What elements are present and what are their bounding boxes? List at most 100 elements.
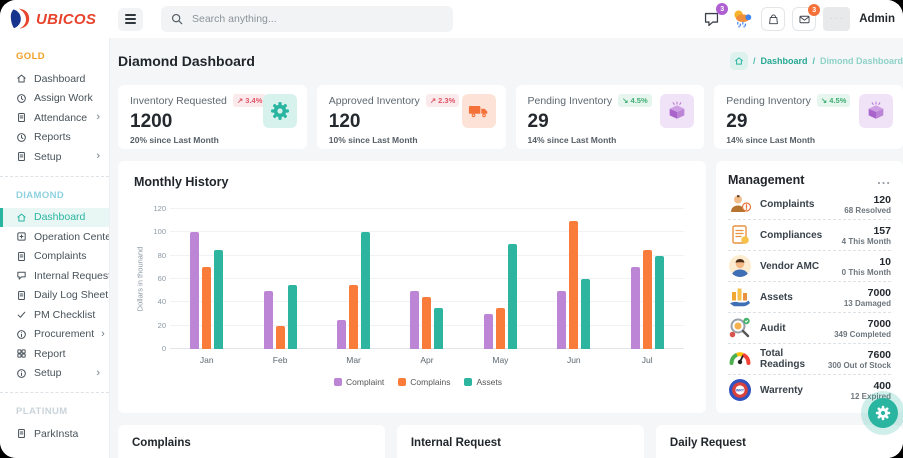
gear-icon	[263, 94, 297, 128]
y-tick-label: 20	[142, 321, 166, 330]
weather-icon[interactable]	[730, 7, 754, 31]
sidebar-item-report[interactable]: Report	[0, 344, 109, 364]
bar-complains-may[interactable]	[496, 308, 505, 349]
sidebar-item-dashboard[interactable]: Dashboard	[0, 208, 109, 228]
stat-change-badge: ↗ 2.3%	[426, 94, 459, 107]
logo[interactable]: UBICOS	[0, 7, 112, 31]
management-sublabel: 4 This Month	[842, 237, 891, 246]
legend-item-complaint[interactable]: Complaint	[334, 377, 384, 387]
sidebar-item-operation-center[interactable]: Operation Center	[0, 227, 109, 247]
bar-complains-jul[interactable]	[643, 250, 652, 349]
stat-card-approved-inventory: Approved Inventory↗ 2.3%12010% since Las…	[317, 85, 506, 149]
bar-complaint-mar[interactable]	[337, 320, 346, 349]
sidebar-item-label: Setup	[34, 151, 61, 163]
bar-complains-feb[interactable]	[276, 326, 285, 349]
bar-assets-jan[interactable]	[214, 250, 223, 349]
sidebar-item-daily-log-sheet[interactable]: Daily Log Sheet	[0, 286, 109, 306]
management-row-vendor-amc[interactable]: Vendor AMC100 This Month	[728, 251, 891, 282]
bar-assets-mar[interactable]	[361, 232, 370, 349]
management-row-complaints[interactable]: Complaints12068 Resolved	[728, 189, 891, 220]
search-bar[interactable]	[161, 6, 453, 32]
breadcrumb-home-icon[interactable]	[730, 52, 748, 70]
x-axis-label: Jun	[537, 355, 610, 365]
bar-assets-jul[interactable]	[655, 256, 664, 349]
sidebar-item-label: Reports	[34, 131, 71, 143]
bar-assets-feb[interactable]	[288, 285, 297, 349]
management-menu-button[interactable]: ...	[877, 176, 891, 184]
legend-label: Assets	[476, 377, 502, 387]
chevron-right-icon: ›	[96, 368, 100, 379]
stat-title: Pending Inventory	[726, 95, 811, 107]
stat-title: Inventory Requested	[130, 95, 227, 107]
legend-swatch	[398, 378, 406, 386]
bar-complaint-jan[interactable]	[190, 232, 199, 349]
y-tick-label: 100	[142, 227, 166, 236]
sidebar-item-parkinsta[interactable]: ParkInsta	[0, 424, 109, 444]
sidebar-item-assign-work[interactable]: Assign Work	[0, 89, 109, 109]
stat-subtitle: 20% since Last Month	[130, 135, 295, 145]
legend-item-assets[interactable]: Assets	[464, 377, 502, 387]
legend-swatch	[334, 378, 342, 386]
bar-assets-may[interactable]	[508, 244, 517, 349]
bar-assets-apr[interactable]	[434, 308, 443, 349]
management-value: 10	[842, 256, 891, 268]
bar-group-feb	[243, 209, 316, 349]
bar-group-jan	[170, 209, 243, 349]
audit-icon	[728, 316, 752, 340]
management-value: 7600	[828, 349, 891, 361]
management-label: Warrenty	[760, 385, 851, 396]
chart-plot-area: 020406080100120	[170, 209, 684, 349]
logo-text: UBICOS	[36, 11, 96, 28]
avatar[interactable]: · · ·	[823, 7, 850, 31]
gauge-icon	[728, 347, 752, 371]
bar-group-mar	[317, 209, 390, 349]
sidebar-item-complaints[interactable]: Complaints	[0, 247, 109, 267]
management-row-assets[interactable]: Assets700013 Damaged	[728, 282, 891, 313]
management-header: Management ...	[728, 173, 891, 187]
menu-toggle-button[interactable]	[118, 8, 143, 31]
header-actions: 3 3	[699, 7, 903, 31]
bar-complains-jan[interactable]	[202, 267, 211, 349]
sidebar-item-internal-request[interactable]: Internal Request	[0, 266, 109, 286]
breadcrumb-current[interactable]: Dimond Dashboard	[820, 56, 903, 66]
sidebar-item-pm-checklist[interactable]: PM Checklist	[0, 305, 109, 325]
bar-assets-jun[interactable]	[581, 279, 590, 349]
chevron-right-icon: ›	[96, 151, 100, 162]
bottom-card-daily-request[interactable]: Daily Request	[656, 425, 903, 458]
bar-complaint-feb[interactable]	[264, 291, 273, 349]
management-row-total-readings[interactable]: Total Readings7600300 Out of Stock	[728, 344, 891, 375]
management-row-audit[interactable]: Audit7000349 Completed	[728, 313, 891, 344]
chat-icon-button[interactable]: 3	[699, 7, 723, 31]
stat-subtitle: 14% since Last Month	[528, 135, 693, 145]
sidebar-item-setup[interactable]: Setup ›	[0, 147, 109, 167]
search-input[interactable]	[190, 12, 443, 26]
grid-icon	[16, 348, 27, 359]
sidebar-item-dashboard[interactable]: Dashboard	[0, 69, 109, 89]
user-name[interactable]: Admin	[859, 13, 895, 25]
bar-complaint-jun[interactable]	[557, 291, 566, 349]
stat-change-badge: ↗ 3.4%	[233, 94, 266, 107]
chevron-right-icon: ›	[96, 112, 100, 123]
mail-icon-button[interactable]: 3	[792, 7, 816, 31]
bar-group-may	[464, 209, 537, 349]
bar-complains-jun[interactable]	[569, 221, 578, 349]
management-row-warrenty[interactable]: WRTWarrenty40012 Expired	[728, 375, 891, 405]
sidebar-item-reports[interactable]: Reports	[0, 128, 109, 148]
bottom-card-complains[interactable]: Complains	[118, 425, 385, 458]
bar-complains-mar[interactable]	[349, 285, 358, 349]
management-row-compliances[interactable]: Compliances1574 This Month	[728, 220, 891, 251]
bag-icon-button[interactable]	[761, 7, 785, 31]
settings-fab[interactable]	[868, 398, 898, 428]
legend-item-complains[interactable]: Complains	[398, 377, 450, 387]
bar-group-jun	[537, 209, 610, 349]
breadcrumb-dashboard[interactable]: Dashboard	[760, 56, 807, 66]
bar-complaint-jul[interactable]	[631, 267, 640, 349]
bottom-card-internal-request[interactable]: Internal Request	[397, 425, 644, 458]
sidebar-item-setup[interactable]: Setup›	[0, 364, 109, 384]
bar-complains-apr[interactable]	[422, 297, 431, 350]
bar-complaint-apr[interactable]	[410, 291, 419, 349]
y-tick-label: 80	[142, 251, 166, 260]
bar-complaint-may[interactable]	[484, 314, 493, 349]
sidebar-item-procurement[interactable]: Procurement›	[0, 325, 109, 345]
sidebar-item-attendance[interactable]: Attendance›	[0, 108, 109, 128]
